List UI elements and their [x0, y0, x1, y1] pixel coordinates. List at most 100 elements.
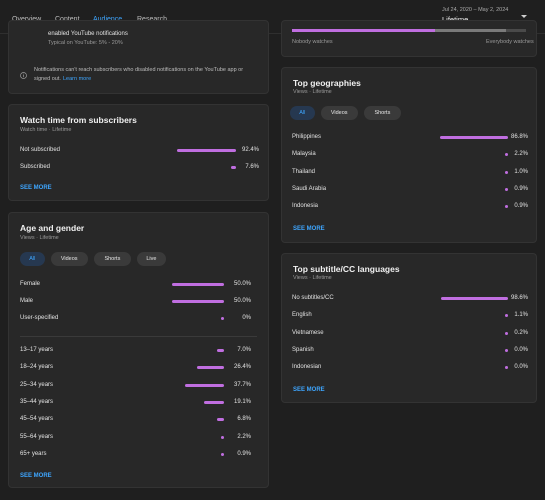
row-percentage: 92.4% [241, 147, 259, 153]
row-label: Philippines [292, 134, 322, 140]
filter-chip-shorts[interactable]: Shorts [93, 252, 131, 266]
watch-scale-bar-filled [292, 29, 435, 32]
percentage-bar [440, 297, 508, 300]
tab-audience[interactable]: Audience [93, 16, 122, 23]
row-percentage: 37.7% [233, 381, 251, 388]
row-label: Vietnamese [292, 329, 324, 336]
percentage-bar [231, 166, 236, 169]
percentage-bar [184, 383, 224, 387]
see-more-button[interactable]: SEE MORE [293, 226, 325, 232]
card-title: Watch time from subscribers [20, 115, 137, 125]
row-percentage: 6.8% [237, 416, 251, 423]
card-subtitle: Views · Lifetime [293, 275, 332, 281]
notifications-info-text: Notifications can't reach subscribers wh… [34, 67, 244, 73]
filter-chip-live[interactable]: Live [137, 252, 166, 266]
percentage-bar [505, 153, 508, 157]
tab-overview[interactable]: Overview [12, 16, 41, 23]
subtitles-card: Top subtitle/CC languages Views · Lifeti… [281, 253, 537, 403]
row-percentage: 86.8% [510, 134, 528, 140]
date-range-value[interactable]: Lifetime [442, 15, 468, 24]
tab-content[interactable]: Content [55, 16, 80, 23]
see-more-button[interactable]: SEE MORE [20, 473, 52, 479]
row-label: Male [20, 298, 34, 304]
percentage-bar [505, 205, 508, 209]
date-range-text: Jul 24, 2020 – May 2, 2024 [442, 7, 509, 13]
row-label: Subscribed [20, 164, 51, 170]
notifications-info-text-2: signed out. [34, 76, 61, 82]
row-percentage: 1.0% [514, 168, 528, 175]
row-label: 45–54 years [20, 416, 54, 423]
percentage-bar [505, 366, 508, 370]
row-label: 65+ years [20, 450, 47, 457]
row-label: 35–44 years [20, 398, 54, 405]
row-percentage: 1.1% [514, 312, 528, 319]
chevron-down-icon[interactable] [518, 12, 530, 22]
percentage-bar [204, 400, 224, 404]
percentage-bar [505, 348, 508, 352]
row-percentage: 0.0% [514, 364, 528, 371]
row-percentage: 7.0% [237, 347, 251, 353]
age-gender-card: Age and gender Views · Lifetime All Video… [8, 212, 269, 488]
row-label: 13–17 years [20, 347, 54, 353]
learn-more-link[interactable]: Learn more [63, 76, 92, 82]
row-percentage: 50.0% [233, 281, 251, 287]
card-subtitle: Views · Lifetime [20, 235, 59, 241]
notifications-card: enabled YouTube notifications Typical on… [8, 20, 269, 94]
row-percentage: 0.9% [237, 450, 251, 457]
watch-scale-bar-rest [506, 29, 526, 32]
filter-chip-videos[interactable]: Videos [320, 106, 358, 120]
row-percentage: 98.6% [510, 295, 528, 301]
watch-time-card: Watch time from subscribers Watch time ·… [8, 104, 269, 201]
row-percentage: 0% [242, 315, 251, 321]
row-label: 18–24 years [20, 364, 54, 371]
info-icon [20, 66, 27, 79]
percentage-bar [221, 317, 224, 320]
percentage-bar [172, 300, 224, 303]
percentage-bar [176, 149, 236, 152]
see-more-button[interactable]: SEE MORE [20, 185, 52, 191]
percentage-bar [172, 283, 224, 286]
percentage-bar [216, 418, 224, 422]
row-label: English [292, 312, 312, 319]
card-title: Top subtitle/CC languages [293, 264, 400, 274]
scale-left-label: Nobody watches [292, 39, 333, 45]
card-subtitle: Watch time · Lifetime [20, 127, 72, 133]
row-label: Not subscribed [20, 147, 61, 153]
row-percentage: 0.0% [514, 346, 528, 353]
percentage-bar [221, 452, 224, 456]
row-percentage: 26.4% [233, 364, 251, 371]
notifications-line: enabled YouTube notifications [48, 31, 128, 37]
filter-chip-all[interactable]: All [290, 106, 315, 120]
watch-scale-card: Nobody watches Everybody watches [281, 20, 537, 57]
filter-chip-shorts[interactable]: Shorts [363, 106, 401, 120]
row-label: 55–64 years [20, 433, 54, 440]
percentage-bar [196, 366, 224, 370]
row-label: Saudi Arabia [292, 185, 327, 192]
geographies-card: Top geographies Views · Lifetime All Vide… [281, 67, 537, 243]
row-label: No subtitles/CC [292, 295, 334, 301]
row-label: Malaysia [292, 151, 316, 158]
see-more-button[interactable]: SEE MORE [293, 387, 325, 393]
row-label: Thailand [292, 168, 316, 175]
row-label: Indonesian [292, 364, 322, 371]
percentage-bar [221, 435, 224, 439]
row-percentage: 19.1% [233, 398, 251, 405]
percentage-bar [505, 331, 508, 335]
card-subtitle: Views · Lifetime [293, 89, 332, 95]
row-label: Indonesia [292, 203, 319, 210]
filter-chip-videos[interactable]: Videos [50, 252, 88, 266]
row-label: User-specified [20, 315, 59, 321]
row-label: 25–34 years [20, 381, 54, 388]
percentage-bar [505, 314, 508, 318]
percentage-bar [216, 349, 224, 352]
card-title: Age and gender [20, 223, 85, 233]
notifications-typical: Typical on YouTube: 5% - 20% [48, 40, 123, 46]
row-percentage: 2.2% [514, 151, 528, 158]
row-percentage: 50.0% [233, 298, 251, 304]
divider [20, 336, 257, 337]
filter-chip-all[interactable]: All [20, 252, 45, 266]
watch-scale-bar-mid [435, 29, 506, 32]
percentage-bar [505, 170, 508, 174]
tab-research[interactable]: Research [137, 16, 167, 23]
percentage-bar [440, 136, 508, 139]
